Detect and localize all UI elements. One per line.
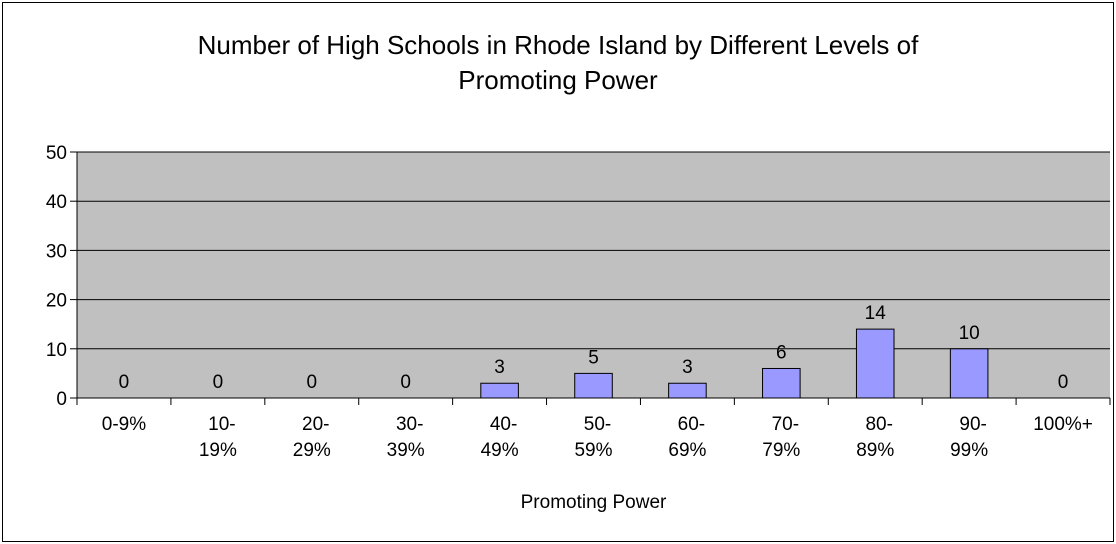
- bar: [574, 372, 613, 399]
- chart-title: Number of High Schools in Rhode Island b…: [197, 30, 919, 95]
- x-tick-label: 60-69%: [668, 414, 706, 461]
- y-tick-label: 10: [46, 340, 67, 361]
- data-label: 3: [682, 357, 693, 378]
- data-label: 0: [306, 372, 317, 393]
- data-label: 0: [1058, 372, 1069, 393]
- x-tick-label: 40-49%: [481, 414, 519, 461]
- bars: [480, 328, 989, 399]
- data-label: 0: [400, 372, 411, 393]
- bar: [762, 367, 801, 399]
- data-labels: 0 0 0 0 3 5 3 6 14 10 0: [119, 303, 1069, 393]
- data-label: 3: [494, 357, 505, 378]
- bar: [668, 382, 707, 399]
- x-tick-label: 0-9%: [102, 414, 146, 435]
- gridlines: [77, 151, 1110, 350]
- x-axis: 0-9% 10-19% 20-29% 30-39% 40-49% 50-59% 60-69%…: [76, 397, 1111, 461]
- x-tick-label: 80-89%: [856, 414, 894, 461]
- x-tick-label: 50-59%: [574, 414, 612, 461]
- y-tick-label: 40: [46, 192, 67, 213]
- data-label: 5: [588, 347, 599, 368]
- data-label: 6: [776, 342, 787, 363]
- y-tick-label: 0: [56, 389, 67, 410]
- x-tick-label: 30-39%: [387, 414, 425, 461]
- y-tick-label: 20: [46, 291, 67, 312]
- x-axis-title: Promoting Power: [521, 492, 667, 513]
- bar: [855, 328, 895, 399]
- y-tick-label: 30: [46, 241, 67, 262]
- x-tick-label: 10-19%: [199, 414, 237, 461]
- y-tick-label: 50: [46, 143, 67, 164]
- x-tick-label: 90-99%: [950, 414, 988, 461]
- plot-area: [77, 152, 1110, 398]
- y-axis: 0 10 20 30 40 50: [46, 143, 78, 410]
- data-label: 10: [959, 323, 980, 344]
- x-tick-label: 20-29%: [293, 414, 331, 461]
- data-label: 0: [119, 372, 130, 393]
- x-tick-label: 70-79%: [762, 414, 800, 461]
- bar: [480, 382, 519, 399]
- data-label: 14: [865, 303, 887, 324]
- bar: [949, 348, 989, 399]
- data-label: 0: [213, 372, 224, 393]
- x-tick-label: 100%+: [1033, 414, 1093, 435]
